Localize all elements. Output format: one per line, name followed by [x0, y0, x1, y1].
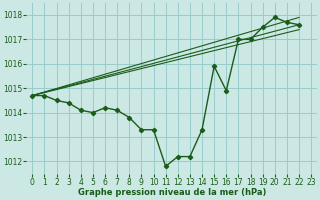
X-axis label: Graphe pression niveau de la mer (hPa): Graphe pression niveau de la mer (hPa) — [77, 188, 266, 197]
